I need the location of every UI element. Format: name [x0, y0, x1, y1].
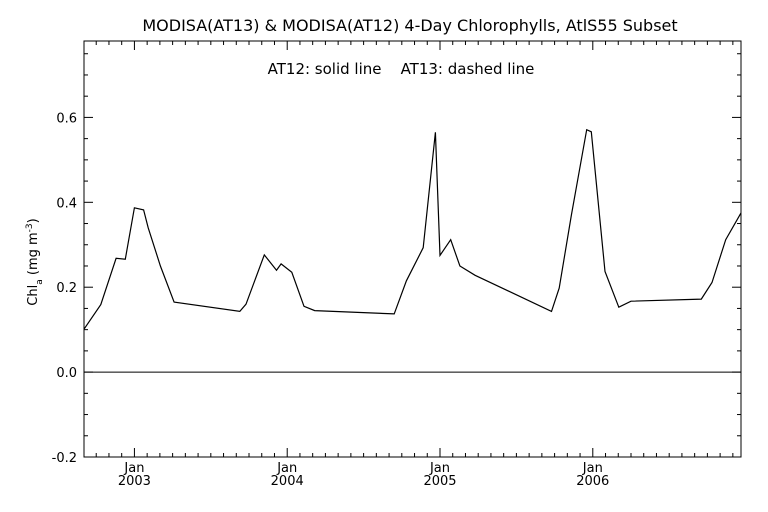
- y-axis-label-subscript: a: [35, 279, 45, 285]
- y-axis-label-superscript: -3: [25, 223, 35, 232]
- y-axis-label: Chla (mg m-3): [25, 218, 45, 305]
- plot-area: -0.20.00.20.40.6Jan2003Jan2004Jan2005Jan…: [52, 40, 742, 489]
- y-axis-label-main: Chl: [26, 285, 41, 306]
- y-tick-label: 0.6: [56, 111, 77, 126]
- y-tick-label: 0.0: [56, 366, 77, 381]
- x-tick-month-label: Jan: [429, 461, 450, 476]
- series-line-at12: [83, 128, 742, 330]
- x-tick-year-label: 2003: [118, 474, 151, 489]
- x-tick-month-label: Jan: [582, 461, 603, 476]
- x-tick-year-label: 2005: [423, 474, 456, 489]
- y-tick-label: 0.4: [56, 196, 77, 211]
- chart-annotation: AT12: solid line AT13: dashed line: [268, 60, 535, 78]
- chart-title: MODISA(AT13) & MODISA(AT12) 4-Day Chloro…: [142, 16, 677, 35]
- x-tick-month-label: Jan: [276, 461, 297, 476]
- x-tick-year-label: 2004: [271, 474, 304, 489]
- y-tick-label: -0.2: [52, 451, 77, 466]
- y-axis-label-unit: (mg m: [26, 232, 41, 279]
- x-tick-year-label: 2006: [576, 474, 609, 489]
- y-axis-label-unit-close: ): [26, 218, 41, 223]
- y-tick-label: 0.2: [56, 281, 77, 296]
- x-tick-month-label: Jan: [123, 461, 144, 476]
- plot-frame: [83, 40, 742, 458]
